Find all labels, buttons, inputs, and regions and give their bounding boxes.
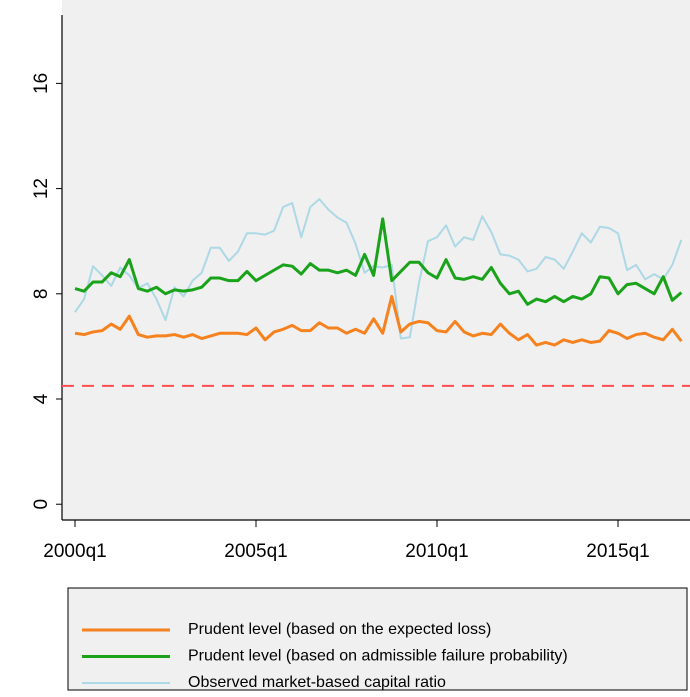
- y-tick-label: 16: [31, 73, 52, 94]
- series-line: [74, 294, 683, 347]
- x-tick-label: 2000q1: [43, 541, 106, 562]
- y-tick-label: 4: [31, 393, 52, 404]
- x-tick-label: 2015q1: [586, 541, 649, 562]
- legend-label: Prudent level (based on admissible failu…: [188, 648, 568, 665]
- x-tick-label: 2010q1: [405, 541, 468, 562]
- y-tick-label: 8: [31, 289, 52, 300]
- legend-box: [67, 587, 688, 691]
- y-tick-label: 0: [31, 499, 52, 510]
- x-tick-label: 2005q1: [224, 541, 287, 562]
- y-tick-label: 12: [31, 178, 52, 199]
- series-line: [74, 217, 683, 306]
- legend-label: Prudent level (based on the expected los…: [188, 621, 491, 638]
- legend-label: Observed market-based capital ratio: [188, 674, 446, 691]
